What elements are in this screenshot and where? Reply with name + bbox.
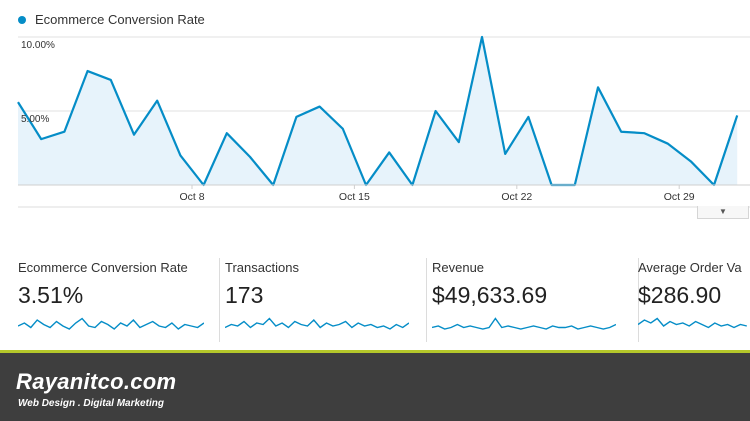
sparkline-path xyxy=(18,317,204,330)
chart-legend: Ecommerce Conversion Rate xyxy=(18,12,205,27)
metric-divider xyxy=(219,258,220,342)
chart-options-dropdown[interactable]: ▼ xyxy=(697,206,749,219)
metric-transactions[interactable]: Transactions 173 xyxy=(219,254,413,346)
metric-sparkline xyxy=(18,317,204,330)
sparkline-path xyxy=(432,317,616,330)
metric-divider xyxy=(426,258,427,342)
metric-value: $286.90 xyxy=(638,282,722,308)
metric-label: Average Order Va xyxy=(638,260,742,275)
metric-value: $49,633.69 xyxy=(432,282,548,308)
sparkline-path xyxy=(638,317,747,329)
metrics-row: Ecommerce Conversion Rate 3.51% Transact… xyxy=(0,254,750,346)
y-tick-label: 5.00% xyxy=(21,114,49,125)
metric-conversion-rate[interactable]: Ecommerce Conversion Rate 3.51% xyxy=(18,254,208,346)
metric-label: Transactions xyxy=(225,260,299,275)
metric-value: 3.51% xyxy=(18,282,84,308)
conversion-rate-chart: 10.00% 5.00% Oct 8 Oct 15 Oct 22 Oct 29 xyxy=(17,35,750,208)
footer-banner: Rayanitco.com Web Design . Digital Marke… xyxy=(0,350,750,421)
x-tick-label: Oct 15 xyxy=(339,191,370,203)
metric-sparkline xyxy=(225,317,409,330)
legend-dot-icon xyxy=(18,15,26,24)
metric-label: Revenue xyxy=(432,260,485,275)
metric-divider xyxy=(638,258,639,342)
y-tick-label: 10.00% xyxy=(21,40,55,51)
x-tick-label: Oct 29 xyxy=(664,191,695,203)
metric-value: 173 xyxy=(225,282,264,308)
metric-sparkline xyxy=(432,317,616,330)
series-line xyxy=(17,35,739,187)
sparkline-path xyxy=(225,317,409,330)
triangle-down-icon: ▼ xyxy=(719,207,727,216)
metric-average-order-value[interactable]: Average Order Va $286.90 xyxy=(638,254,750,346)
metric-revenue[interactable]: Revenue $49,633.69 xyxy=(426,254,620,346)
x-tick-label: Oct 8 xyxy=(179,191,204,203)
brand-tagline: Web Design . Digital Marketing xyxy=(18,398,164,409)
x-tick-label: Oct 22 xyxy=(501,191,532,203)
brand-logo-text: Rayanitco.com xyxy=(16,369,177,394)
legend-label: Ecommerce Conversion Rate xyxy=(35,12,205,27)
metric-sparkline xyxy=(638,317,747,329)
metric-label: Ecommerce Conversion Rate xyxy=(18,260,188,275)
